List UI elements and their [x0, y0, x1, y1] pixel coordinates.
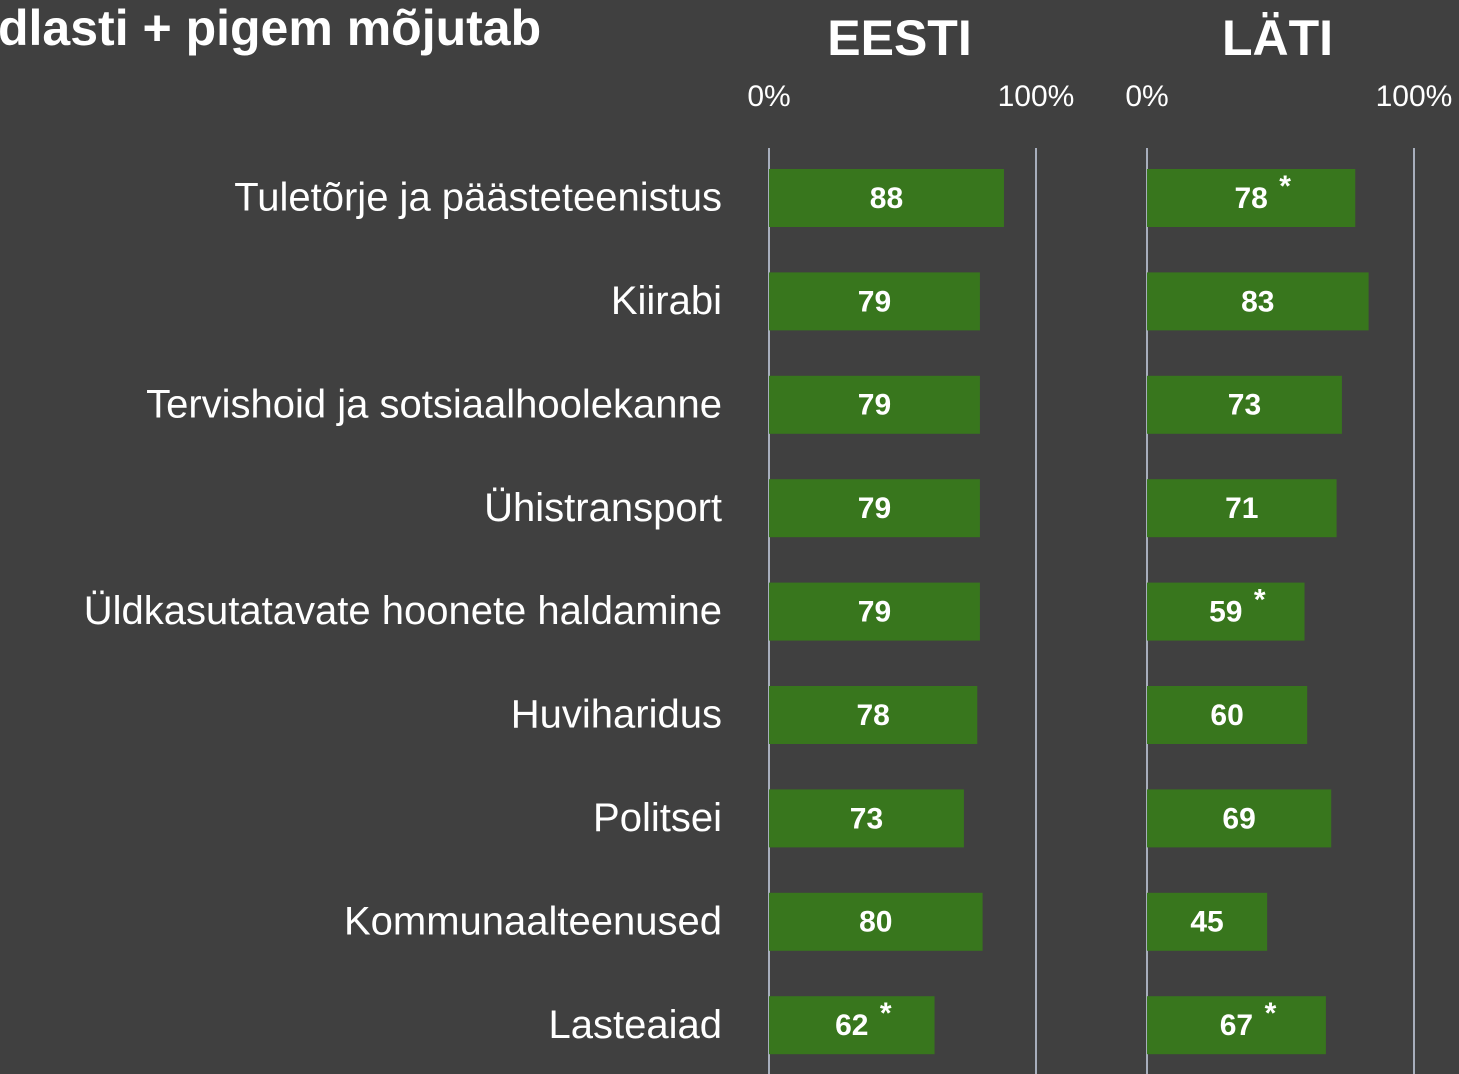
bar [1147, 479, 1337, 538]
bar [769, 169, 1004, 227]
chart-title: dlasti + pigem mõjutab [0, 0, 541, 56]
category-label: Kiirabi [611, 279, 722, 323]
value-label: 73 [850, 802, 883, 835]
value-label: 79 [858, 285, 891, 318]
value-label: 80 [859, 906, 892, 939]
value-label: 79 [858, 389, 891, 422]
x-tick-label: 100% [998, 80, 1075, 113]
category-label: Huviharidus [511, 693, 722, 737]
bar [769, 686, 978, 744]
bar [1147, 375, 1342, 434]
value-label: 60 [1210, 699, 1243, 732]
bar [769, 582, 980, 641]
bar [769, 789, 964, 848]
category-label: Lasteaiad [549, 1003, 722, 1047]
bar [769, 375, 980, 434]
value-label: 79 [858, 596, 891, 629]
bar [769, 996, 935, 1055]
x-tick-label: 100% [1376, 80, 1453, 113]
bar [769, 892, 983, 951]
category-label: Kommunaalteenused [344, 899, 722, 943]
value-label: 69 [1222, 802, 1255, 835]
bar [1147, 996, 1326, 1055]
value-label: 62 [835, 1009, 868, 1042]
category-label: Ühistransport [484, 486, 722, 530]
category-label: Tervishoid ja sotsiaalhoolekanne [146, 382, 722, 426]
category-label: Üldkasutatavate hoonete haldamine [84, 589, 722, 633]
annotation: * [1265, 997, 1277, 1030]
annotation: * [1254, 584, 1266, 617]
bar [1147, 582, 1305, 641]
value-label: 71 [1225, 492, 1258, 525]
value-label: 79 [858, 492, 891, 525]
value-label: 88 [870, 182, 903, 215]
bar [769, 479, 980, 538]
bar [1147, 169, 1356, 227]
panel-title: LÄTI [1222, 10, 1333, 66]
x-tick-label: 0% [747, 80, 790, 113]
value-label: 83 [1241, 285, 1274, 318]
value-label: 45 [1190, 906, 1223, 939]
value-label: 59 [1209, 596, 1242, 629]
value-label: 73 [1228, 389, 1261, 422]
bar [1147, 892, 1268, 951]
annotation: * [880, 997, 892, 1030]
bar [1147, 272, 1369, 331]
panel-title: EESTI [827, 10, 971, 66]
value-label: 67 [1220, 1009, 1253, 1042]
category-label: Politsei [593, 796, 722, 840]
bar [769, 272, 980, 331]
bar [1147, 686, 1308, 744]
value-label: 78 [1234, 182, 1267, 215]
category-label: Tuletõrje ja päästeteenistus [234, 176, 722, 220]
annotation: * [1279, 170, 1291, 203]
bar [1147, 789, 1332, 848]
x-tick-label: 0% [1125, 80, 1168, 113]
value-label: 78 [856, 699, 889, 732]
